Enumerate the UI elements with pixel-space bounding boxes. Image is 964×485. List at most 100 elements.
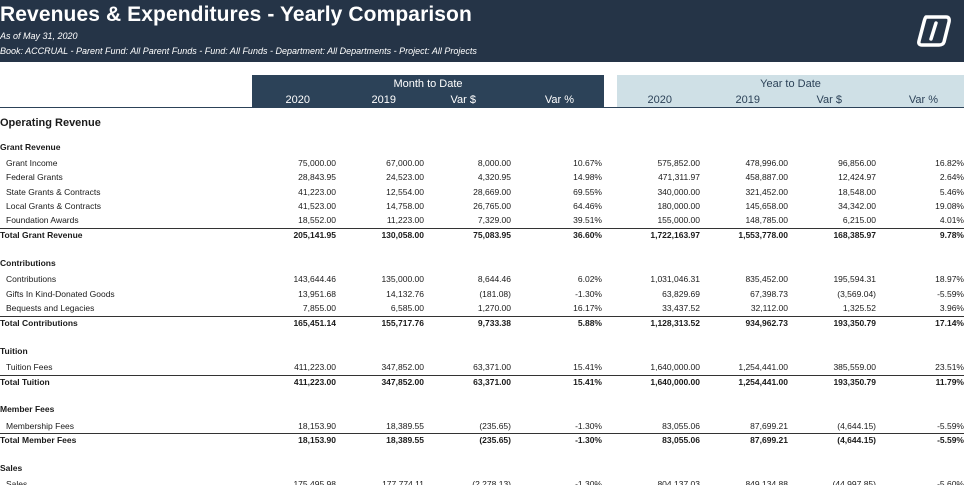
cell-value: 321,452.00 [745, 187, 788, 197]
cell-value: 12,424.97 [838, 172, 876, 182]
cell-value: 36.60% [573, 230, 602, 240]
cell-value: 6.02% [577, 274, 602, 284]
cell-value: 11.79% [935, 377, 964, 387]
col-ytd-2020: 2020 [647, 94, 672, 106]
line-item-label: Local Grants & Contracts [6, 201, 101, 211]
cell-value: 143,644.46 [293, 274, 336, 284]
cell-value: 195,594.31 [833, 274, 876, 284]
cell-value: 24,523.00 [386, 172, 424, 182]
table-row: Membership Fees 18,153.90 18,389.55 (235.65… [0, 419, 964, 433]
cell-value: 177,774.11 [382, 479, 424, 485]
cell-value: 18.97% [935, 274, 964, 284]
cell-value: 8,644.46 [477, 274, 511, 284]
cell-value: 32,112.00 [750, 303, 788, 313]
cell-value: 193,350.79 [833, 377, 876, 387]
line-item-label: Sales [6, 479, 28, 485]
cell-value: (44,997.85) [832, 479, 876, 485]
cell-value: 130,058.00 [381, 230, 424, 240]
cell-value: (181.08) [479, 289, 511, 299]
cell-value: 1,640,000.00 [650, 377, 700, 387]
table-row: Grant Income 75,000.00 67,000.00 8,000.00 10… [0, 156, 964, 170]
cell-value: 5.46% [939, 187, 964, 197]
cell-value: 145,658.00 [745, 201, 788, 211]
cell-value: 835,452.00 [745, 274, 788, 284]
cell-value: 19.08% [935, 201, 964, 211]
col-mtd-2019: 2019 [371, 94, 396, 106]
cell-value: 7,329.00 [477, 215, 511, 225]
col-mtd-var-dollar: Var $ [450, 94, 476, 106]
cell-value: 471,311.97 [658, 172, 700, 182]
cell-value: 16.82% [935, 158, 964, 168]
cell-value: 165,451.14 [293, 318, 336, 328]
total-row: Total Contributions 165,451.14 155,717.76 9… [0, 316, 964, 330]
cell-value: -1.30% [575, 289, 602, 299]
cell-value: 458,887.00 [745, 172, 788, 182]
cell-value: 14,758.00 [386, 201, 424, 211]
cell-value: 16.17% [573, 303, 602, 313]
cell-value: (235.65) [479, 421, 511, 431]
cell-value: 63,829.69 [662, 289, 700, 299]
cell-value: 7,855.00 [302, 303, 336, 313]
total-row: Total Tuition 411,223.00 347,852.00 63,371.… [0, 375, 964, 389]
cell-value: 23.51% [935, 362, 964, 372]
cell-value: 63,371.00 [473, 377, 511, 387]
table-row: Contributions 143,644.46 135,000.00 8,644.4… [0, 272, 964, 286]
cell-value: 411,223.00 [294, 362, 336, 372]
cell-value: 28,669.00 [473, 187, 511, 197]
cell-value: 33,437.52 [662, 303, 700, 313]
cell-value: 1,325.52 [842, 303, 876, 313]
cell-value: (4,644.15) [837, 435, 876, 445]
line-item-label: Bequests and Legacies [6, 303, 95, 313]
line-item-label: Federal Grants [6, 172, 63, 182]
cell-value: 39.51% [573, 215, 602, 225]
report-title: Revenues & Expenditures - Yearly Compari… [0, 3, 472, 26]
cell-value: 64.46% [573, 201, 602, 211]
total-row: Total Member Fees 18,153.90 18,389.55 (235.… [0, 433, 964, 447]
cell-value: 1,722,163.97 [650, 230, 700, 240]
group-title: Sales [0, 463, 23, 473]
cell-value: 1,031,046.31 [650, 274, 700, 284]
cell-value: 14,132.76 [386, 289, 424, 299]
cell-value: -1.30% [575, 435, 602, 445]
cell-value: 155,000.00 [657, 215, 700, 225]
cell-value: 75,000.00 [298, 158, 336, 168]
cell-value: 1,254,441.00 [738, 362, 788, 372]
total-label: Total Tuition [0, 377, 50, 387]
cell-value: 26,765.00 [473, 201, 511, 211]
cell-value: 9,733.38 [477, 318, 511, 328]
table-row: Local Grants & Contracts 41,523.00 14,758.… [0, 199, 964, 213]
cell-value: 9.78% [939, 230, 964, 240]
cell-value: 148,785.00 [745, 215, 788, 225]
cell-value: -5.59% [937, 435, 964, 445]
cell-value: 4,320.95 [477, 172, 511, 182]
cell-value: (235.65) [479, 435, 511, 445]
cell-value: 1,254,441.00 [738, 377, 788, 387]
cell-value: 67,398.73 [750, 289, 788, 299]
cell-value: 3.96% [939, 303, 964, 313]
cell-value: 478,996.00 [745, 158, 788, 168]
cell-value: 11,223.00 [386, 215, 424, 225]
cell-value: 347,852.00 [381, 362, 424, 372]
cell-value: 17.14% [935, 318, 964, 328]
year-to-date-title: Year to Date [760, 78, 821, 90]
cell-value: -5.59% [937, 289, 964, 299]
table-row: Bequests and Legacies 7,855.00 6,585.00 1,2… [0, 301, 964, 315]
cell-value: 18,389.55 [386, 421, 424, 431]
cell-value: 8,000.00 [477, 158, 511, 168]
cell-value: 96,856.00 [838, 158, 876, 168]
cell-value: 18,153.90 [298, 421, 336, 431]
group-title: Member Fees [0, 404, 55, 414]
cell-value: 63,371.00 [473, 362, 511, 372]
cell-value: 87,699.21 [750, 421, 788, 431]
report-filters: Book: ACCRUAL - Parent Fund: All Parent … [0, 46, 477, 56]
cell-value: 6,215.00 [842, 215, 876, 225]
year-to-date-band: Year to Date [617, 75, 964, 107]
table-row: Tuition Fees 411,223.00 347,852.00 63,371.0… [0, 360, 964, 374]
cell-value: 135,000.00 [381, 274, 424, 284]
cell-value: 6,585.00 [390, 303, 424, 313]
cell-value: 83,055.06 [662, 421, 700, 431]
cell-value: 175,495.98 [293, 479, 336, 485]
report-header: Revenues & Expenditures - Yearly Compari… [0, 0, 964, 62]
cell-value: 75,083.95 [473, 230, 511, 240]
line-item-label: State Grants & Contracts [6, 187, 101, 197]
